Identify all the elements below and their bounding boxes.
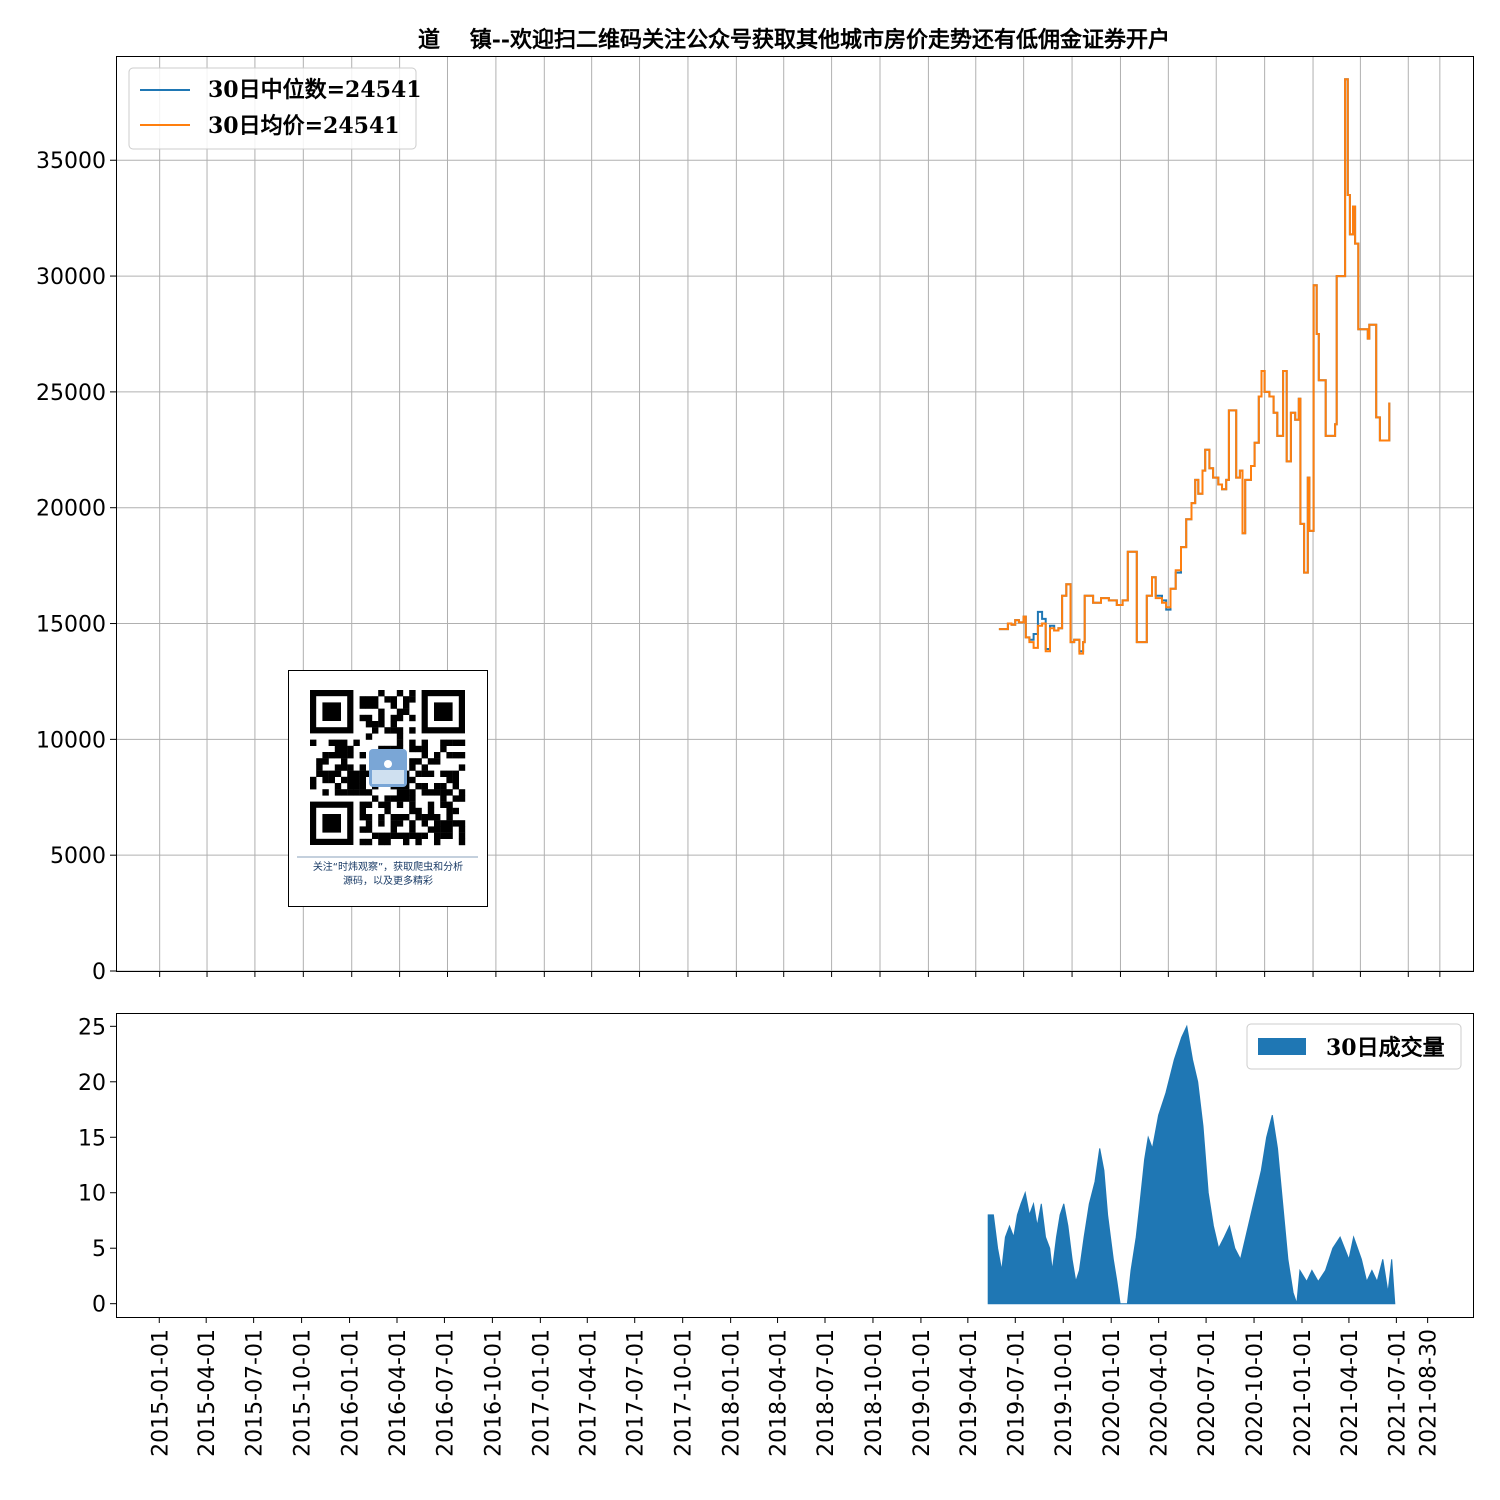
- qr-code-icon: [310, 690, 466, 846]
- bottom-xtick-label: 2021-08-30: [1417, 1329, 1442, 1457]
- bottom-xtick-label: 2017-01-01: [529, 1329, 554, 1457]
- bottom-xtick-label: 2020-07-01: [1195, 1329, 1220, 1457]
- top-ytick-label: 10000: [36, 728, 106, 753]
- qr-caption-line-2: 源码，以及更多精彩: [343, 874, 433, 887]
- legend-label-median: 30日中位数=24541: [208, 77, 422, 103]
- legend-swatch-volume: [1258, 1038, 1306, 1055]
- bottom-xtick-label: 2017-04-01: [576, 1329, 601, 1457]
- bottom-xtick-label: 2015-07-01: [243, 1329, 268, 1457]
- bottom-xtick-label: 2017-07-01: [624, 1329, 649, 1457]
- series-line-mean: [998, 78, 1391, 655]
- bottom-xtick-label: 2017-10-01: [672, 1329, 697, 1457]
- bottom-xtick-label: 2021-01-01: [1291, 1329, 1316, 1457]
- bottom-ytick-label: 5: [92, 1237, 106, 1262]
- top-ytick-label: 20000: [36, 497, 106, 522]
- top-ytick-label: 30000: [36, 265, 106, 290]
- bottom-xtick-label: 2019-07-01: [1004, 1329, 1029, 1457]
- bottom-xtick-label: 2018-04-01: [767, 1329, 792, 1457]
- bottom-xtick-label: 2016-07-01: [433, 1329, 458, 1457]
- bottom-xtick-label: 2016-10-01: [481, 1329, 506, 1457]
- qr-code-box: 关注“时炜观察”，获取爬虫和分析 源码，以及更多精彩: [288, 670, 488, 907]
- top-ytick-label: 35000: [36, 149, 106, 174]
- bottom-ytick-label: 20: [78, 1071, 106, 1096]
- top-ytick-label: 25000: [36, 381, 106, 406]
- series-area-volume: [987, 1024, 1396, 1305]
- top-plot-frame: [116, 56, 1474, 972]
- top-ytick-label: 5000: [50, 844, 106, 869]
- bottom-xtick-label: 2018-10-01: [862, 1329, 887, 1457]
- bottom-xtick-label: 2019-10-01: [1052, 1329, 1077, 1457]
- top-ytick-label: 15000: [36, 613, 106, 638]
- bottom-xtick-label: 2015-10-01: [291, 1329, 316, 1457]
- legend-label-mean: 30日均价=24541: [208, 113, 400, 139]
- bottom-legend: 30日成交量: [1246, 1023, 1462, 1070]
- bottom-ytick-label: 15: [78, 1126, 106, 1151]
- bottom-xtick-label: 2018-07-01: [814, 1329, 839, 1457]
- bottom-xtick-label: 2021-07-01: [1385, 1329, 1410, 1457]
- bottom-xtick-label: 2016-04-01: [386, 1329, 411, 1457]
- bottom-xtick-label: 2016-01-01: [339, 1329, 364, 1457]
- bottom-xtick-label: 2020-10-01: [1243, 1329, 1268, 1457]
- bottom-xtick-label: 2020-04-01: [1148, 1329, 1173, 1457]
- bottom-ytick-label: 0: [92, 1293, 106, 1318]
- bottom-xtick-label: 2015-04-01: [195, 1329, 220, 1457]
- legend-label-volume: 30日成交量: [1326, 1035, 1445, 1061]
- bottom-xtick-label: 2021-04-01: [1338, 1329, 1363, 1457]
- qr-caption-line-1: 关注“时炜观察”，获取爬虫和分析: [313, 860, 463, 873]
- top-ytick-label: 0: [92, 960, 106, 985]
- bottom-plot-frame: [116, 1013, 1474, 1318]
- top-legend: 30日中位数=24541 30日均价=24541: [128, 67, 422, 150]
- bottom-ytick-label: 10: [78, 1182, 106, 1207]
- bottom-ytick-label: 25: [78, 1015, 106, 1040]
- chart-title: 道 镇--欢迎扫二维码关注公众号获取其他城市房价走势还有低佣金证券开户: [418, 27, 1170, 53]
- bottom-xtick-label: 2019-01-01: [910, 1329, 935, 1457]
- bottom-xtick-label: 2015-01-01: [148, 1329, 173, 1457]
- bottom-xtick-label: 2018-01-01: [720, 1329, 745, 1457]
- bottom-xtick-label: 2020-01-01: [1100, 1329, 1125, 1457]
- bottom-xtick-label: 2019-04-01: [957, 1329, 982, 1457]
